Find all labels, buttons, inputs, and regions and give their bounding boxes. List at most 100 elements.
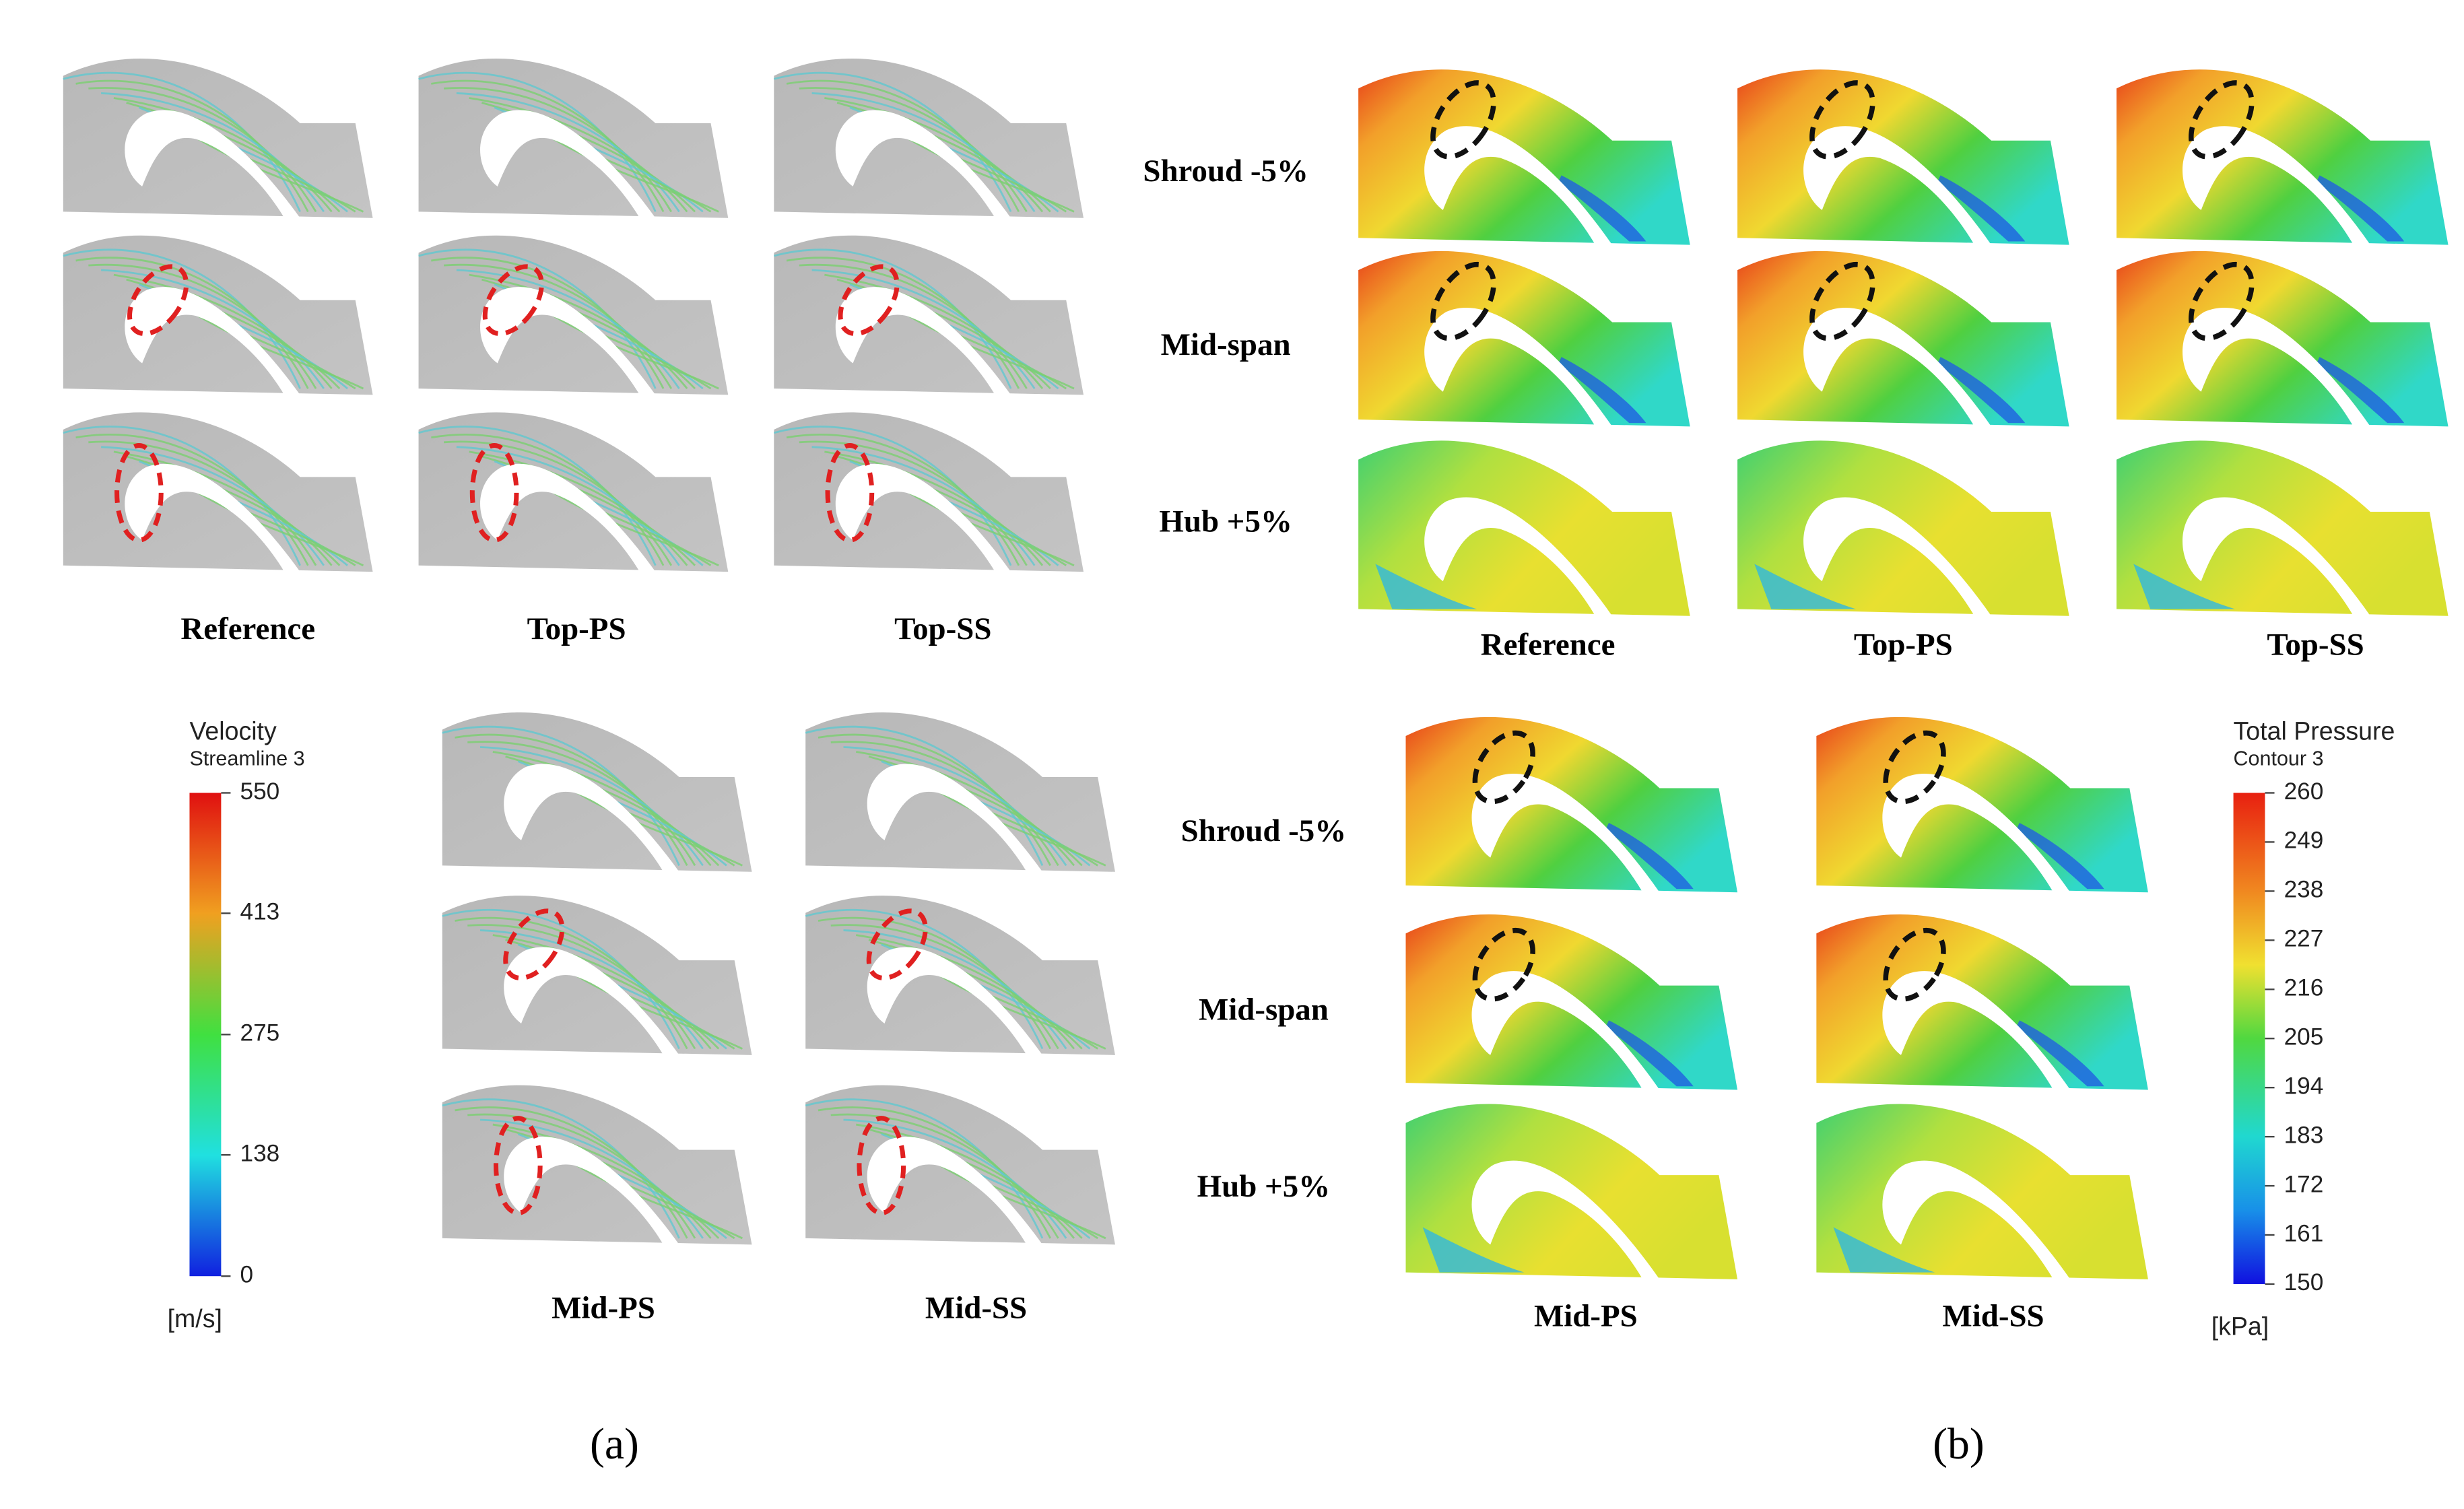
highlight [127,264,189,337]
low-zone [2316,175,2405,242]
blade [835,287,1011,395]
blade [480,287,656,395]
colorbar [2233,793,2265,1284]
blade [1803,308,1992,427]
blade [480,110,656,218]
streamline [113,450,333,566]
colorbar-tick-label: 172 [2284,1171,2324,1197]
low-zone [1937,357,2026,424]
colorbar-title: Velocity [189,716,277,745]
blade [1424,308,1613,427]
column-label: Top-SS [2267,627,2364,662]
blade-passage [418,235,729,395]
blade [1882,1160,2071,1279]
blade [1471,1160,1660,1279]
colorbar-tick-label: 205 [2284,1024,2324,1050]
column-label: Mid-SS [1942,1298,2044,1333]
colorbar-tick-label: 194 [2284,1073,2324,1099]
blade [2182,126,2370,245]
panel-label: (b) [1933,1419,1985,1469]
streamline [492,751,712,867]
blade [1882,971,2071,1090]
column-label: Reference [1481,627,1616,662]
column-label: Mid-PS [1534,1298,1638,1333]
blade [867,764,1043,872]
blade-passage [773,235,1084,395]
colorbar-unit: [m/s] [168,1304,222,1333]
highlight [1809,80,1875,160]
colorbar-tick-label: 161 [2284,1220,2324,1246]
colorbar-tick-label: 275 [240,1020,280,1046]
streamline [856,934,1075,1050]
low-zone [1422,1227,1525,1273]
low-zone [1605,1020,1694,1087]
blade [504,764,679,872]
low-zone [1937,175,2026,242]
blade-passage [1737,250,2069,427]
colorbar-tick-label: 260 [2284,778,2324,805]
streamline [824,97,1044,213]
row-label: Shroud -5% [1143,154,1308,189]
blade [504,1137,679,1245]
blade [1471,971,1660,1090]
low-zone [1605,823,1694,890]
row-label: Hub +5% [1197,1169,1330,1204]
column-label: Top-PS [1854,627,1953,662]
highlight [493,1116,543,1215]
blade-passage [442,1085,752,1245]
streamline [856,1123,1075,1239]
colorbar-subtitle: Streamline 3 [189,747,304,770]
column-label: Reference [180,611,315,646]
colorbar-tick-label: 550 [240,778,280,805]
blade [2182,497,2370,616]
highlight [2189,261,2255,341]
blade-passage [1405,716,1738,893]
highlight [857,1116,906,1215]
blade-passage [805,896,1115,1055]
blade-passage [773,412,1084,572]
blade [835,463,1011,572]
colorbar-tick-label: 138 [240,1140,280,1166]
blade [1471,773,1660,893]
blade-passage [805,1085,1115,1245]
colorbar-tick-label: 216 [2284,975,2324,1001]
blade-passage [442,896,752,1055]
highlight [2189,80,2255,160]
column-label: Top-PS [527,611,626,646]
streamline [469,97,688,213]
row-label: Mid-span [1199,992,1329,1027]
colorbar-tick-label: 183 [2284,1122,2324,1148]
blade-passage [773,59,1084,218]
streamline [492,1123,712,1239]
blade-passage [63,235,373,395]
streamline [492,934,712,1050]
low-zone [2316,357,2405,424]
row-label: Hub +5% [1159,504,1292,539]
low-zone [1558,175,1646,242]
blade [1424,126,1613,245]
blade-passage [1358,69,1690,245]
colorbar-tick-label: 150 [2284,1269,2324,1296]
blade-passage [2116,69,2449,245]
colorbar-tick-label: 413 [240,899,280,925]
low-zone [2133,564,2235,609]
highlight [114,442,164,543]
colorbar-tick-label: 0 [240,1262,254,1288]
column-label: Mid-PS [552,1291,655,1326]
blade-passage [1816,914,2148,1090]
low-zone [1375,564,1477,609]
blade-passage [1405,1104,1738,1279]
low-zone [2016,1020,2104,1087]
blade [1803,497,1992,616]
blade-passage [1737,440,2069,616]
blade-passage [1358,250,1690,427]
blade-passage [1737,69,2069,245]
highlight [1430,261,1496,341]
blade [504,947,679,1055]
blade [1424,497,1613,616]
blade [1882,773,2071,893]
row-label: Shroud -5% [1181,813,1346,848]
blade-passage [418,59,729,218]
highlight [825,442,875,543]
